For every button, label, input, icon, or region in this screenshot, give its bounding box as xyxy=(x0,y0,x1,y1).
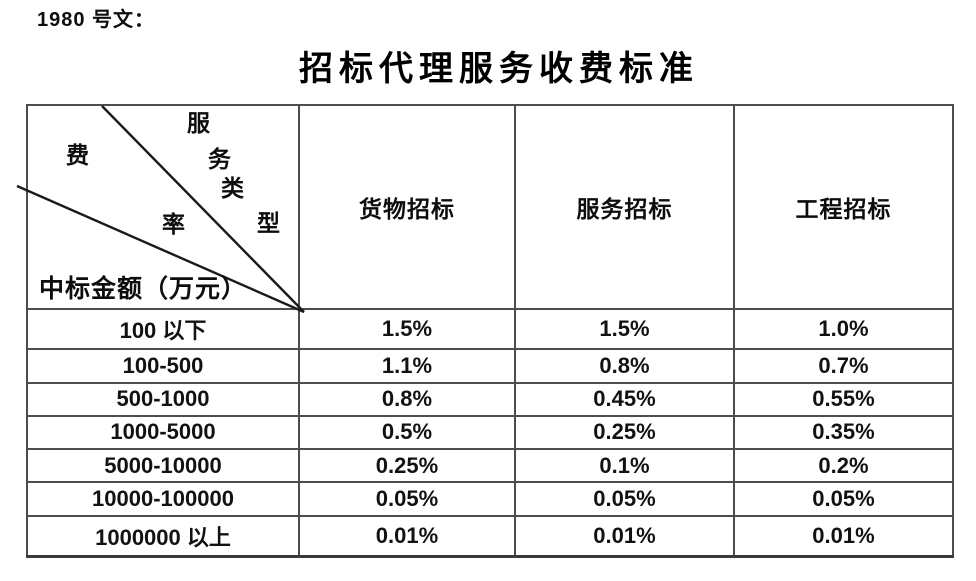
fee-value: 0.01% xyxy=(298,514,516,558)
fee-value: 0.01% xyxy=(733,514,954,558)
doc-ref-label: 1980 号文： xyxy=(37,9,156,31)
fee-value: 0.25% xyxy=(514,414,735,451)
fee-value: 1.1% xyxy=(298,348,516,384)
column-header-goods: 货物招标 xyxy=(298,104,516,310)
fee-value: 0.05% xyxy=(514,481,735,517)
corner-amount-label: 中标金额（万元） xyxy=(39,276,248,303)
fee-value: 0.25% xyxy=(298,448,516,484)
diag-label-service-char: 服 xyxy=(187,111,210,136)
diag-label-rate-char: 率 xyxy=(162,212,185,237)
row-label: 5000-10000 xyxy=(26,448,300,484)
diag-label-service-char: 型 xyxy=(257,211,280,236)
column-header-services: 服务招标 xyxy=(514,104,735,310)
diag-label-service-char: 务 xyxy=(208,147,231,172)
page-title: 招标代理服务收费标准 xyxy=(299,51,699,88)
diag-label-rate-char: 费 xyxy=(66,143,89,168)
table-row: 500-1000 0.8% 0.45% 0.55% xyxy=(26,381,954,417)
table-row: 10000-100000 0.05% 0.05% 0.05% xyxy=(26,481,954,517)
table-row: 100 以下 1.5% 1.5% 1.0% xyxy=(26,307,954,351)
table-row: 1000-5000 0.5% 0.25% 0.35% xyxy=(26,414,954,451)
fee-value: 0.2% xyxy=(733,448,954,484)
row-label: 100-500 xyxy=(26,348,300,384)
diag-label-service-char: 类 xyxy=(221,176,244,201)
fee-value: 1.5% xyxy=(514,307,735,351)
fee-table: 服 务 类 型 费 率 中标金额（万元） 货物招标 服务招标 工程招标 100 … xyxy=(16,104,954,558)
fee-value: 1.0% xyxy=(733,307,954,351)
fee-value: 0.01% xyxy=(514,514,735,558)
fee-value: 0.35% xyxy=(733,414,954,451)
fee-value: 0.8% xyxy=(298,381,516,417)
fee-value: 0.1% xyxy=(514,448,735,484)
diagonal-header-cell: 服 务 类 型 费 率 中标金额（万元） xyxy=(16,104,305,314)
table-row: 1000000 以上 0.01% 0.01% 0.01% xyxy=(26,514,954,558)
fee-value: 0.55% xyxy=(733,381,954,417)
row-label: 500-1000 xyxy=(26,381,300,417)
fee-value: 0.05% xyxy=(733,481,954,517)
row-label: 1000000 以上 xyxy=(26,514,300,558)
row-label: 100 以下 xyxy=(26,307,300,351)
fee-value: 0.5% xyxy=(298,414,516,451)
row-label: 1000-5000 xyxy=(26,414,300,451)
row-label: 10000-100000 xyxy=(26,481,300,517)
table-row: 100-500 1.1% 0.8% 0.7% xyxy=(26,348,954,384)
fee-value: 0.45% xyxy=(514,381,735,417)
fee-value: 0.7% xyxy=(733,348,954,384)
fee-value: 0.05% xyxy=(298,481,516,517)
column-header-works: 工程招标 xyxy=(733,104,954,310)
table-row: 5000-10000 0.25% 0.1% 0.2% xyxy=(26,448,954,484)
fee-value: 1.5% xyxy=(298,307,516,351)
table-header-row: 服 务 类 型 费 率 中标金额（万元） 货物招标 服务招标 工程招标 xyxy=(16,104,954,314)
fee-value: 0.8% xyxy=(514,348,735,384)
